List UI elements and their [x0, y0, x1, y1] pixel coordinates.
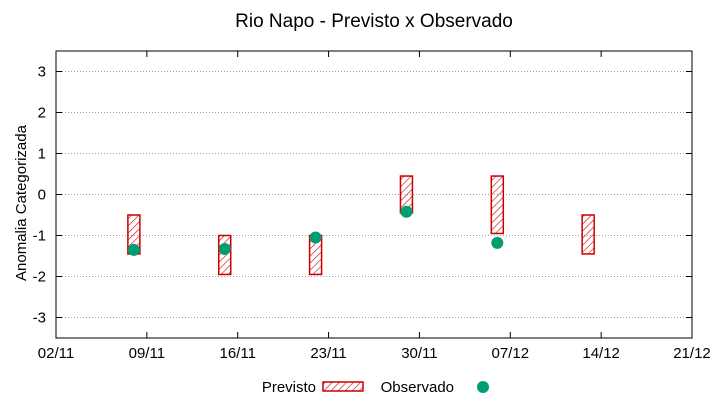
legend-previsto-swatch	[322, 381, 364, 392]
legend: Previsto Observado	[262, 379, 489, 396]
x-tick-label: 14/12	[582, 345, 620, 362]
y-tick-label: 2	[38, 105, 46, 122]
x-tick-label: 09/11	[129, 345, 165, 362]
legend-previsto-label: Previsto	[262, 379, 316, 396]
y-tick-label: 1	[38, 146, 46, 163]
observed-series	[127, 205, 504, 256]
forecast-range-box	[490, 175, 505, 235]
x-tick-label: 21/12	[673, 345, 711, 362]
y-tick-label: -3	[33, 310, 46, 327]
y-tick-label: -1	[33, 228, 46, 245]
y-axis-label: Anomalia Categorizada	[13, 124, 30, 281]
y-tick-label: 0	[38, 187, 46, 204]
observed-point	[127, 243, 140, 256]
chart-title: Rio Napo - Previsto x Observado	[235, 11, 513, 32]
x-tick-label: 30/11	[401, 345, 437, 362]
forecast-range-box	[581, 214, 595, 255]
observed-point	[491, 236, 504, 249]
x-tick-label: 02/11	[38, 345, 74, 362]
x-tick-label: 07/12	[492, 345, 530, 362]
y-tick-label: -2	[33, 269, 46, 286]
plot-frame	[55, 50, 693, 339]
y-axis-ticks: -3 -2 -1 0 1 2 3	[33, 64, 692, 327]
observed-point	[309, 231, 322, 244]
legend-observado-label: Observado	[381, 379, 454, 396]
y-tick-label: 3	[38, 64, 46, 81]
x-tick-label: 23/11	[310, 345, 346, 362]
observed-point	[218, 243, 231, 256]
observed-point	[400, 205, 413, 218]
grid-lines	[56, 71, 692, 318]
legend-observado-marker	[477, 381, 489, 393]
x-axis-ticks: 02/11 09/11 16/11 23/11 30/11 07/12 14/12 21/12	[38, 51, 711, 362]
x-tick-label: 16/11	[219, 345, 255, 362]
